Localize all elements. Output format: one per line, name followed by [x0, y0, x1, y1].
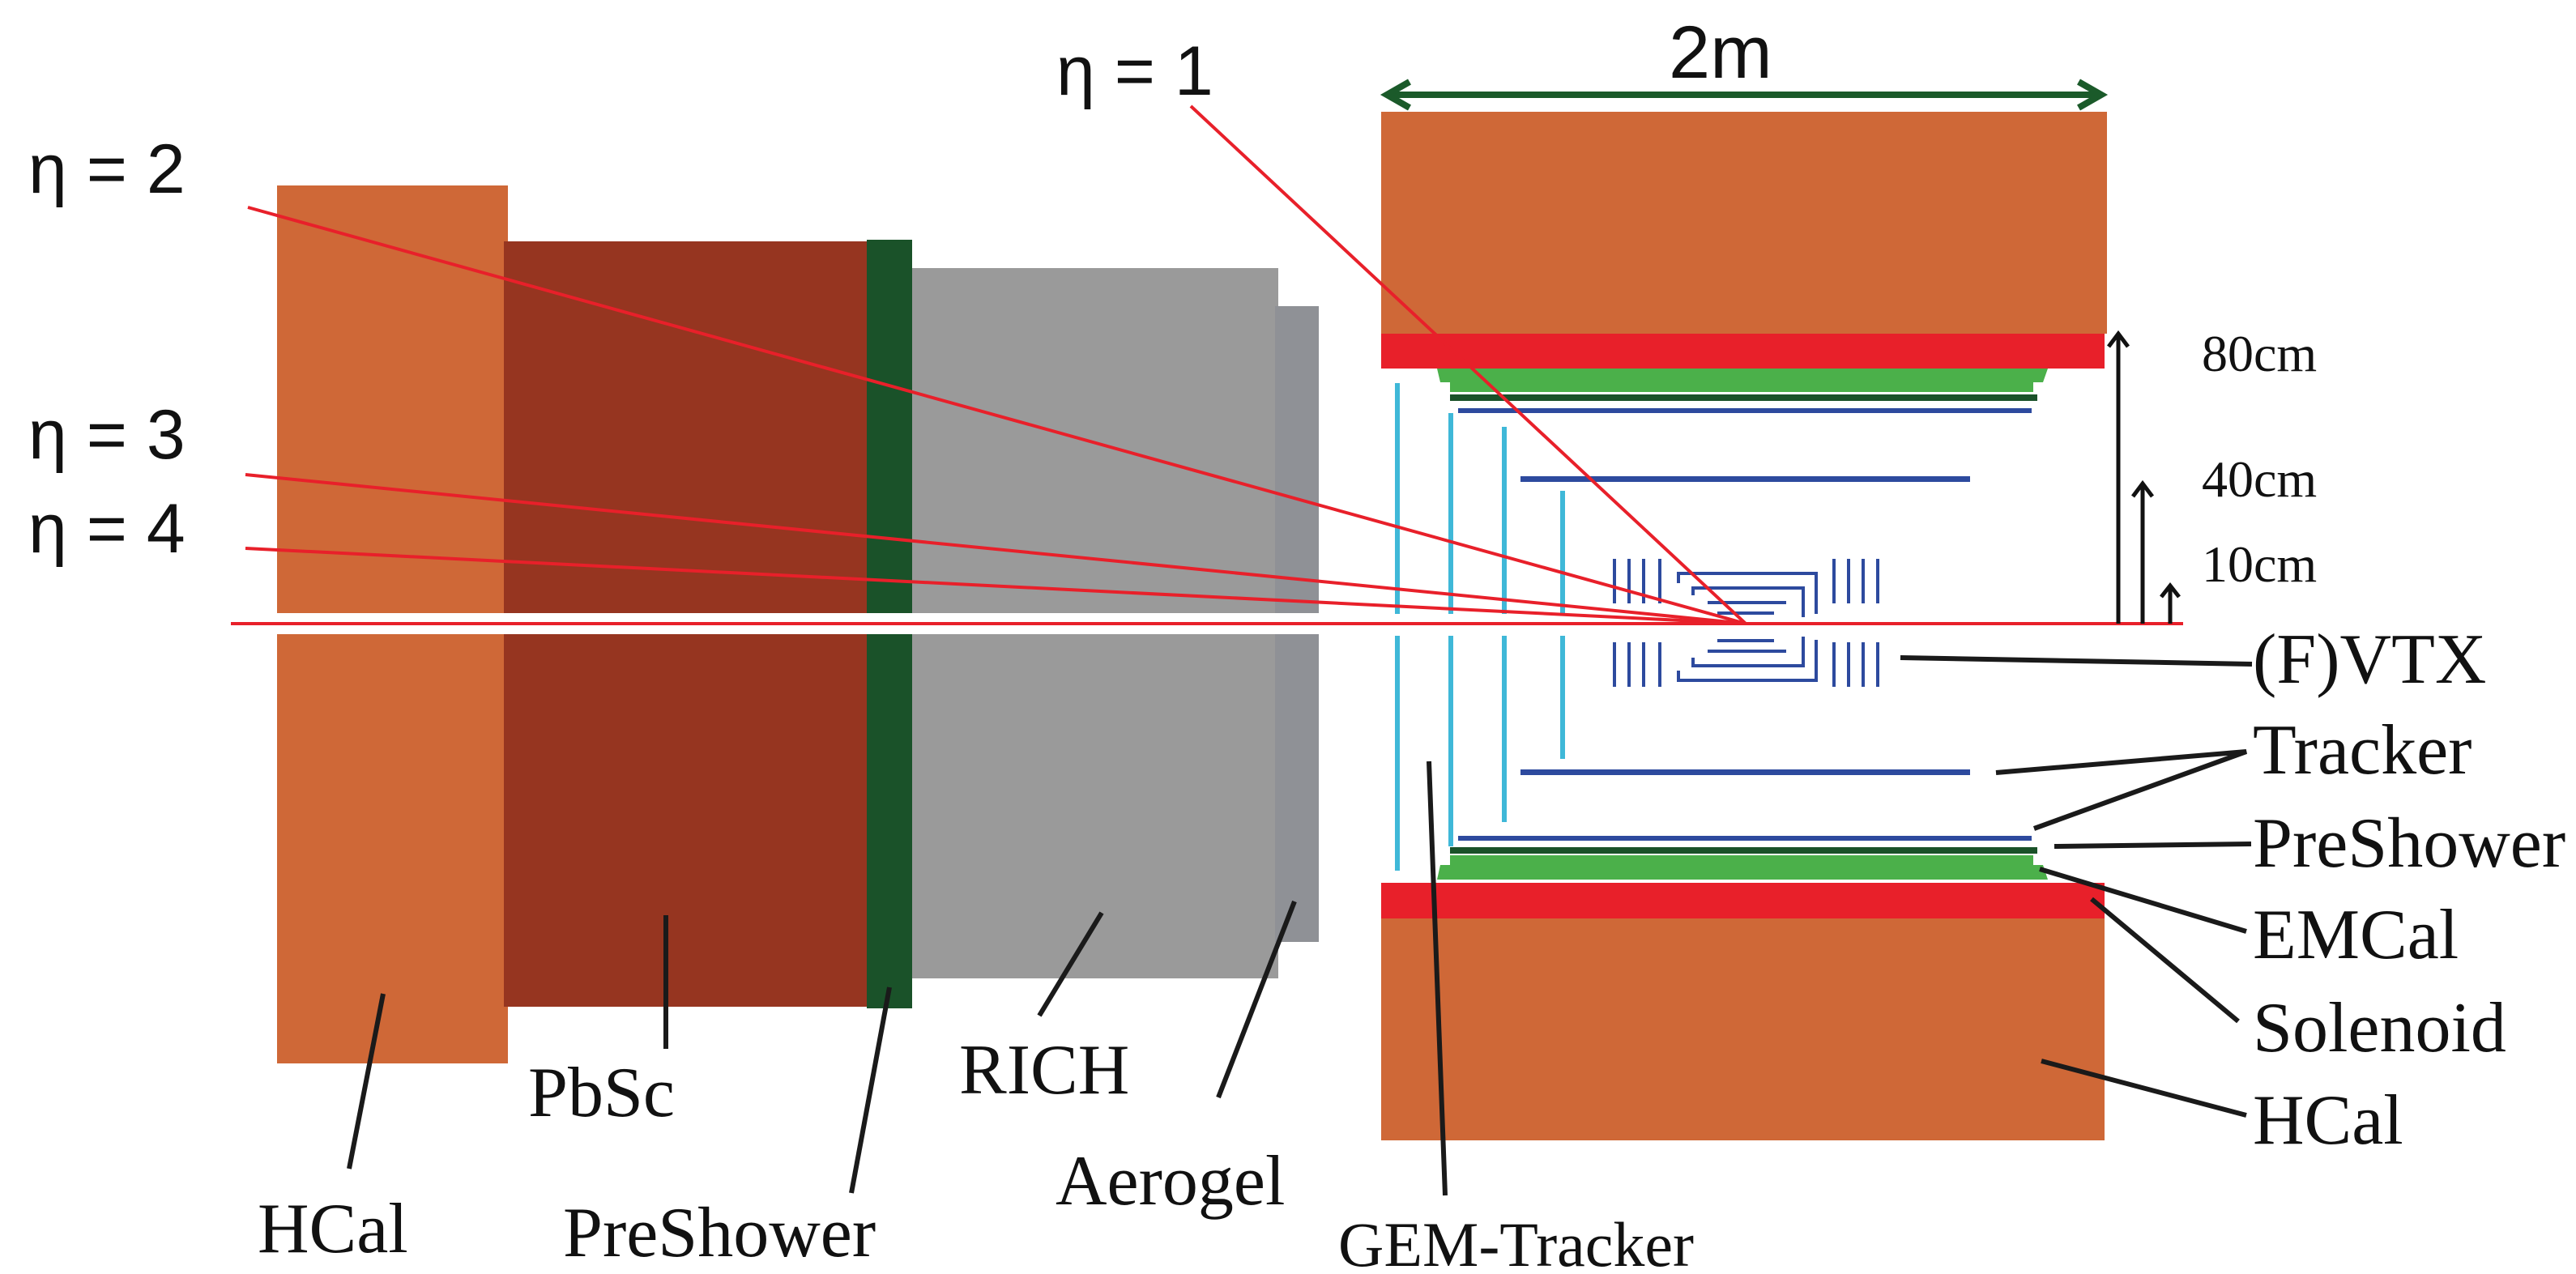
forward-hcal-upper: [277, 185, 508, 613]
aerogel-label: Aerogel: [1056, 1142, 1285, 1221]
barrel-emcal-upper: [1437, 369, 2048, 392]
forward-hcal-lower: [277, 634, 508, 1063]
gem-disk-3-upper: [1502, 427, 1507, 614]
forward-aerogel-lower: [1275, 634, 1319, 942]
eta-4-ray: [245, 547, 1746, 625]
width-scale-label: 2m: [1669, 11, 1772, 94]
gem-disk-3-lower: [1502, 636, 1507, 822]
barrel-hcal-upper: [1381, 112, 2107, 334]
tracker-outer-lower: [1458, 836, 2032, 841]
gem-disk-4-lower: [1560, 636, 1565, 759]
gem-tracker-label: GEM-Tracker: [1338, 1209, 1694, 1274]
forward-rich-upper: [912, 268, 1278, 613]
forward-aerogel-upper: [1275, 306, 1319, 613]
eta-1-ray: [1189, 104, 1747, 625]
gem-disk-2-lower: [1448, 636, 1453, 846]
barrel-preshower-lower: [1450, 847, 2037, 854]
forward-pbsc-upper: [504, 241, 870, 613]
forward-preshower-upper: [867, 240, 912, 613]
tracker-leader: [1995, 749, 2248, 831]
tracker-outer-upper: [1458, 408, 2032, 413]
radius-80cm-label: 80cm: [2202, 325, 2317, 382]
barrel-emcal-lower: [1437, 855, 2048, 880]
rich-leader: [1037, 911, 1104, 1017]
solenoid-label: Solenoid: [2253, 989, 2506, 1067]
hcal-barrel-label: HCal: [2253, 1081, 2403, 1160]
preshower-barrel-leader: [2054, 842, 2252, 849]
radius-scale-arrows: [2107, 330, 2181, 624]
gem-disk-4-upper: [1560, 491, 1565, 614]
gem-disk-2-upper: [1448, 413, 1453, 614]
gem-tracker-leader: [1427, 761, 1448, 1196]
pbsc-label: PbSc: [528, 1054, 675, 1132]
forward-preshower-lower: [867, 634, 912, 1008]
width-scale-arrow: [1380, 79, 2109, 111]
eta-2-ray: [247, 206, 1746, 625]
barrel-solenoid-lower: [1381, 883, 2105, 918]
barrel-solenoid-upper: [1381, 334, 2105, 369]
hcal-barrel-leader: [2041, 1059, 2247, 1118]
radius-10cm-label: 10cm: [2202, 535, 2317, 593]
barrel-hcal-lower: [1381, 917, 2105, 1140]
tracker-mid-upper: [1520, 476, 1970, 482]
tracker-mid-lower: [1520, 769, 1970, 775]
vtx-label: (F)VTX: [2253, 620, 2486, 699]
tracker-label: Tracker: [2253, 711, 2472, 790]
eta-4-label: η = 4: [28, 490, 186, 568]
preshower-forward-label: PreShower: [563, 1194, 876, 1272]
eta-2-label: η = 2: [28, 130, 186, 208]
barrel-preshower-upper: [1450, 394, 2037, 401]
vtx-disks-lower: [1613, 642, 1879, 687]
forward-pbsc-lower: [504, 634, 870, 1007]
hcal-forward-label: HCal: [258, 1190, 408, 1268]
gem-disk-1-upper: [1395, 383, 1400, 614]
emcal-label: EMCal: [2253, 896, 2459, 974]
hcal-forward-leader: [347, 993, 386, 1170]
rich-label: RICH: [959, 1031, 1129, 1110]
solenoid-leader: [2090, 897, 2240, 1024]
preshower-forward-leader: [849, 986, 892, 1194]
gem-disk-1-lower: [1395, 636, 1400, 871]
radius-40cm-label: 40cm: [2202, 450, 2317, 508]
vtx-barrel-layers: [1677, 572, 1818, 682]
aerogel-leader: [1216, 900, 1297, 1099]
eta-3-ray: [245, 473, 1746, 625]
eta-1-label: η = 1: [1056, 32, 1213, 110]
eta-3-label: η = 3: [28, 396, 186, 474]
preshower-barrel-label: PreShower: [2253, 804, 2565, 883]
vtx-leader: [1900, 655, 2253, 667]
emcal-leader: [2039, 867, 2247, 934]
